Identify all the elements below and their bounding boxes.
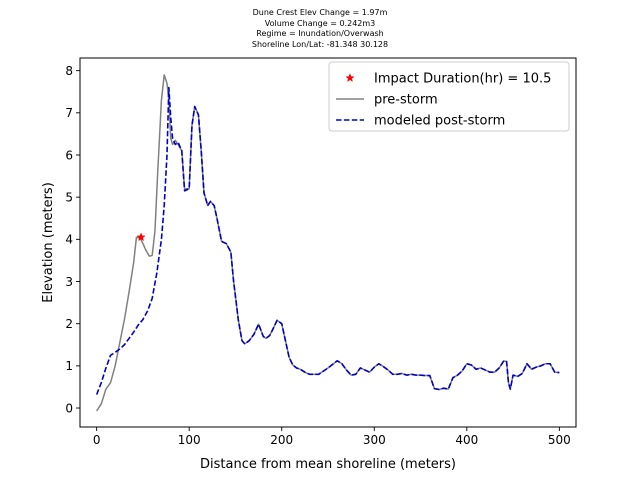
- y-tick-label: 7: [65, 106, 73, 120]
- x-tick-label: 200: [270, 433, 293, 447]
- x-axis-label: Distance from mean shoreline (meters): [200, 457, 456, 472]
- y-tick-label: 4: [65, 233, 73, 247]
- legend-label-impact-duration: Impact Duration(hr) = 10.5: [374, 72, 551, 87]
- marker-layer: [136, 232, 146, 242]
- legend-label-pre-storm: pre-storm: [374, 93, 438, 108]
- header-line-volume: Volume Change = 0.242m3: [264, 18, 376, 28]
- legend: Impact Duration(hr) = 10.5 pre-storm model…: [328, 61, 570, 132]
- impact-duration-marker: [136, 232, 146, 242]
- y-tick-label: 6: [65, 148, 73, 162]
- header-line-shoreline: Shoreline Lon/Lat: -81.348 30.128: [251, 39, 389, 49]
- header-line-regime: Regime = Inundation/Overwash: [256, 29, 384, 38]
- y-tick-label: 1: [65, 359, 73, 373]
- figure-header: Dune Crest Elev Change = 1.97m Volume Ch…: [0, 8, 640, 50]
- y-tick-label: 5: [65, 190, 73, 204]
- tick-layer: 0 100 200 300 400 500 0 1 2 3 4 5 6 7 8: [65, 64, 570, 447]
- y-tick-label: 8: [65, 64, 73, 78]
- x-tick-label: 100: [178, 433, 201, 447]
- legend-marker-star: [345, 73, 355, 82]
- x-tick-label: 0: [93, 433, 101, 447]
- legend-label-modeled-post-storm: modeled post-storm: [374, 114, 505, 129]
- series-line-modeled-post-storm: [95, 86, 560, 395]
- series-layer: [95, 74, 560, 412]
- x-tick-label: 300: [363, 433, 386, 447]
- legend-box: [328, 61, 570, 132]
- y-tick-label: 0: [65, 401, 73, 415]
- plot-frame: [79, 57, 577, 428]
- x-tick-label: 500: [548, 433, 571, 447]
- x-tick-label: 400: [455, 433, 478, 447]
- y-axis-label: Elevation (meters): [41, 182, 56, 303]
- header-line-dune-crest: Dune Crest Elev Change = 1.97m: [252, 8, 388, 17]
- y-tick-label: 3: [65, 275, 73, 289]
- y-tick-label: 2: [65, 317, 73, 331]
